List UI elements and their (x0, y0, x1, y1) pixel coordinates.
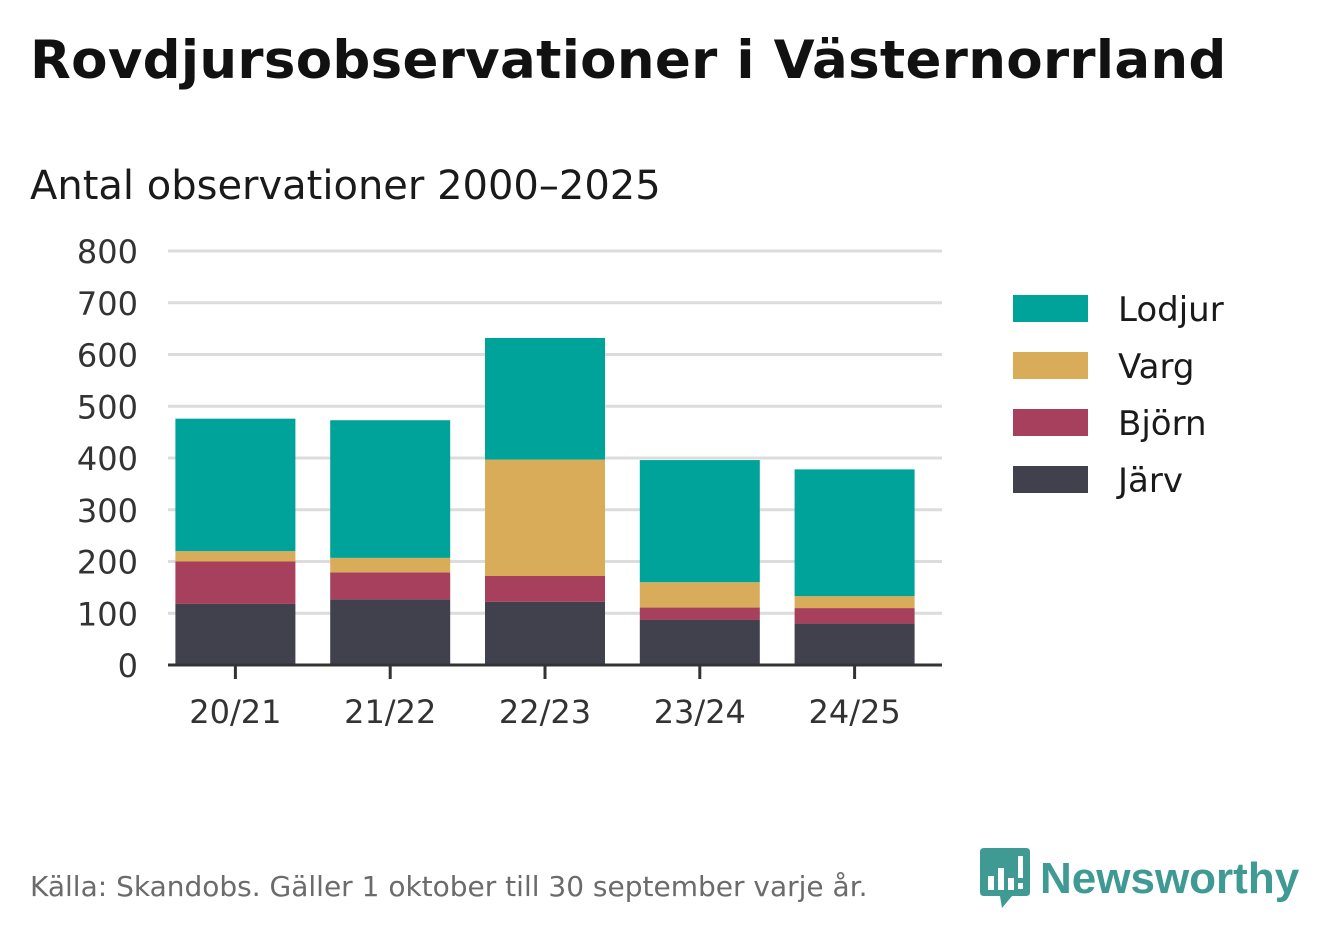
bar-varg-24-25 (794, 596, 915, 609)
chart-title: Rovdjursobservationer i Västernorrland (30, 30, 1227, 91)
y-tick-label: 0 (118, 647, 138, 685)
legend-swatch-3 (1013, 466, 1088, 493)
bar-jrv-23-24 (639, 619, 760, 665)
y-tick-label: 600 (77, 337, 138, 375)
x-tick-label: 21/22 (344, 693, 436, 731)
legend-swatch-1 (1013, 352, 1088, 379)
y-tick-label: 200 (77, 544, 138, 582)
bar-bjrn-23-24 (639, 607, 760, 620)
bar-bjrn-22-23 (485, 575, 605, 602)
bar-jrv-21-22 (330, 599, 451, 665)
bar-varg-20-21 (175, 551, 296, 562)
y-tick-label: 700 (77, 285, 138, 323)
x-tick-label: 24/25 (808, 693, 900, 731)
x-tick-label: 22/23 (499, 693, 591, 731)
bar-lodjur-23-24 (639, 460, 760, 583)
legend-label: Varg (1118, 347, 1194, 387)
bar-varg-22-23 (485, 459, 605, 576)
x-tick-label: 23/24 (654, 693, 746, 731)
newsworthy-logo-icon (980, 848, 1030, 908)
bar-bjrn-24-25 (794, 608, 915, 624)
bar-bjrn-21-22 (330, 572, 451, 600)
bar-lodjur-20-21 (175, 418, 296, 552)
brand-name: Newsworthy (1040, 854, 1300, 903)
chart-subtitle: Antal observationer 2000–2025 (30, 163, 661, 209)
brand-logo: Newsworthy (980, 848, 1299, 910)
y-tick-label: 800 (77, 233, 138, 271)
bar-varg-21-22 (330, 557, 451, 573)
bar-jrv-22-23 (485, 601, 605, 665)
legend-swatch-2 (1013, 409, 1088, 436)
y-tick-label: 400 (77, 440, 138, 478)
bar-lodjur-22-23 (485, 337, 605, 460)
bar-lodjur-21-22 (330, 420, 451, 558)
y-tick-label: 100 (77, 595, 138, 633)
x-tick-label: 20/21 (189, 693, 281, 731)
bar-jrv-24-25 (794, 623, 915, 665)
source-note: Källa: Skandobs. Gäller 1 oktober till 3… (30, 870, 868, 903)
legend-label: Järv (1116, 461, 1183, 501)
legend-label: Lodjur (1118, 290, 1224, 330)
bar-bjrn-20-21 (175, 561, 296, 604)
y-tick-label: 300 (77, 492, 138, 530)
stacked-bar-chart: 0 100 200 300 400 500 600 700 800 20/21 21/22 22/23… (77, 233, 1224, 731)
bar-varg-23-24 (639, 582, 760, 608)
legend-label: Björn (1118, 404, 1207, 444)
y-tick-label: 500 (77, 388, 138, 426)
legend-swatch-0 (1013, 295, 1088, 322)
bar-jrv-20-21 (175, 603, 296, 665)
bar-lodjur-24-25 (794, 469, 915, 597)
